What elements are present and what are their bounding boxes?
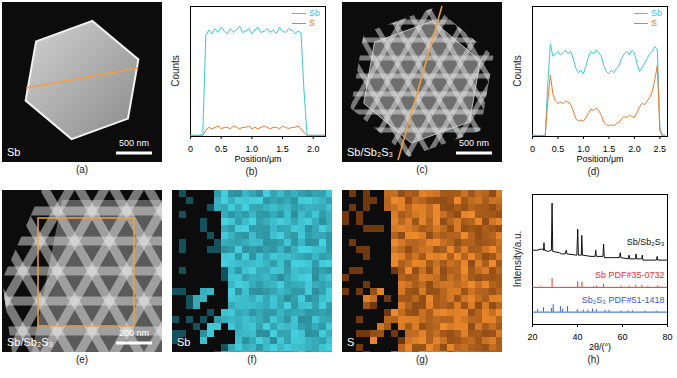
html-text:(f): (f): [247, 354, 257, 365]
html-text:Sb: Sb: [309, 8, 320, 18]
svg-text:Position/μm: Position/μm: [234, 154, 281, 164]
html-text:(e): (e): [75, 354, 89, 365]
svg-text:500 nm: 500 nm: [119, 138, 149, 148]
html-text:S: S: [651, 18, 657, 28]
svg-text:0: 0: [188, 144, 193, 154]
svg-text:Sb PDF#35-0732: Sb PDF#35-0732: [595, 270, 665, 280]
html-text:(a): (a): [75, 164, 89, 175]
svg-text:1.0: 1.0: [577, 144, 590, 154]
svg-text:1.0: 1.0: [246, 144, 259, 154]
svg-text:Sb: Sb: [7, 146, 20, 158]
svg-text:20: 20: [527, 332, 537, 342]
svg-text:40: 40: [572, 332, 582, 342]
html-text:(b): (b): [245, 166, 258, 177]
svg-text:Sb/Sb₂S₃: Sb/Sb₂S₃: [7, 336, 53, 348]
svg-text:0.5: 0.5: [215, 144, 228, 154]
svg-text:0.5: 0.5: [552, 144, 565, 154]
svg-text:60: 60: [617, 332, 627, 342]
svg-text:2.0: 2.0: [307, 144, 320, 154]
svg-text:2.5: 2.5: [654, 144, 667, 154]
svg-text:1.5: 1.5: [276, 144, 289, 154]
html-text:S: S: [309, 18, 315, 28]
html-text:Sb: Sb: [651, 8, 662, 18]
html-text:(g): (g): [415, 354, 429, 365]
svg-text:Sb/Sb₂S₃: Sb/Sb₂S₃: [347, 146, 393, 158]
html-text:Counts: Counts: [169, 55, 181, 87]
html-text:(c): (c): [416, 164, 428, 175]
svg-text:0: 0: [530, 144, 535, 154]
html-text:(h): (h): [587, 354, 600, 365]
svg-text:Sb/Sb₂S₃: Sb/Sb₂S₃: [627, 237, 665, 247]
html-text:Counts: Counts: [511, 55, 523, 87]
svg-text:Sb: Sb: [177, 336, 190, 348]
svg-text:2θ/(°): 2θ/(°): [589, 342, 611, 352]
svg-text:Sb₂S₃ PDF#51-1418: Sb₂S₃ PDF#51-1418: [582, 295, 665, 305]
svg-text:1.5: 1.5: [603, 144, 616, 154]
svg-text:S: S: [347, 336, 354, 348]
svg-text:80: 80: [662, 332, 672, 342]
html-text:Intensity/a.u.: Intensity/a.u.: [511, 230, 523, 288]
svg-text:500 nm: 500 nm: [459, 138, 489, 148]
svg-text:2.0: 2.0: [628, 144, 641, 154]
svg-text:200 nm: 200 nm: [119, 328, 149, 338]
html-text:(d): (d): [587, 166, 600, 177]
svg-text:Position/μm: Position/μm: [576, 154, 623, 164]
